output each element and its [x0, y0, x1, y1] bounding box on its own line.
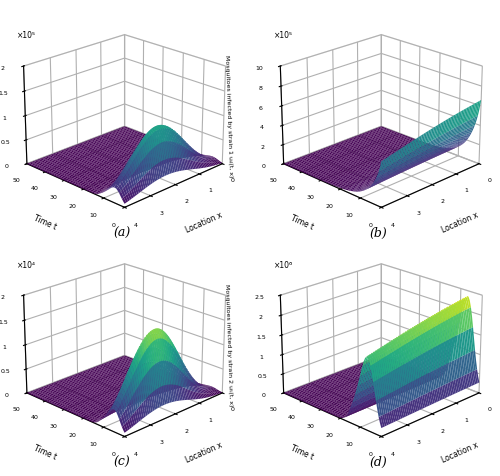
Text: (a): (a)	[113, 227, 130, 239]
X-axis label: Location x: Location x	[440, 211, 480, 235]
Y-axis label: Time t: Time t	[32, 214, 58, 232]
Text: (b): (b)	[370, 227, 387, 239]
Y-axis label: Time t: Time t	[290, 443, 315, 461]
Text: ×10⁶: ×10⁶	[274, 260, 292, 269]
Y-axis label: Time t: Time t	[290, 214, 315, 232]
Text: (d): (d)	[370, 456, 387, 469]
Text: ×10⁵: ×10⁵	[274, 31, 292, 40]
X-axis label: Location x: Location x	[440, 440, 480, 465]
Text: (c): (c)	[114, 456, 130, 469]
Text: ×10⁵: ×10⁵	[17, 31, 36, 40]
X-axis label: Location x: Location x	[184, 211, 224, 235]
Text: ×10⁴: ×10⁴	[17, 260, 36, 269]
Y-axis label: Time t: Time t	[32, 443, 58, 461]
X-axis label: Location x: Location x	[184, 440, 224, 465]
